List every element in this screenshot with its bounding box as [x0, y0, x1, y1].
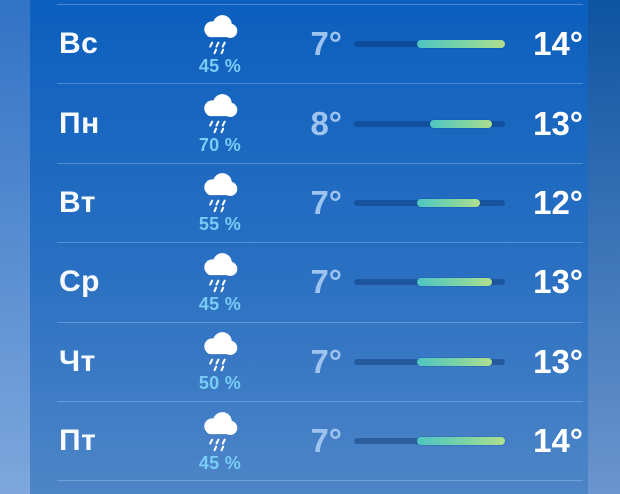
forecast-day-row[interactable]: Вт 55 % 7° [57, 162, 583, 242]
condition-cell: 50 % [150, 329, 290, 394]
background-left-strip [0, 0, 30, 494]
forecast-row-list: Вс 45 % 7° [30, 4, 588, 480]
temp-bar-fill [429, 119, 493, 128]
high-temperature: 13° [533, 342, 583, 380]
forecast-day-row[interactable]: Ср 45 % 7° [57, 242, 583, 321]
condition-cell: 45 % [150, 409, 290, 474]
temp-bar-track [354, 437, 505, 446]
low-temperature: 7° [310, 342, 342, 380]
row-divider [57, 480, 583, 482]
temp-bar-track [354, 40, 505, 49]
low-temperature: 8° [310, 104, 342, 142]
condition-cell: 55 % [150, 170, 290, 235]
high-temperature: 14° [533, 422, 583, 460]
temp-bar-cell [342, 119, 519, 128]
condition-cell: 45 % [150, 250, 290, 315]
background-right-strip [588, 0, 620, 494]
high-temperature: 13° [533, 263, 583, 301]
temp-bar-cell [342, 40, 519, 49]
low-temperature: 7° [310, 422, 342, 460]
high-temperature: 12° [533, 183, 583, 221]
forecast-day-row[interactable]: Чт 50 % 7° [57, 321, 583, 401]
precipitation-chance: 50 % [198, 373, 242, 394]
forecast-day-row[interactable]: Пт 45 % 7° [57, 400, 583, 480]
rain-cloud-icon [204, 173, 238, 213]
precipitation-chance: 55 % [198, 214, 242, 235]
high-temperature: 13° [533, 104, 583, 142]
temp-bar-fill [416, 40, 505, 49]
day-label: Ср [59, 265, 100, 299]
temp-bar-cell [342, 278, 519, 287]
condition-cell: 45 % [150, 12, 290, 77]
temp-bar-cell [342, 357, 519, 366]
precipitation-chance: 70 % [198, 135, 242, 156]
temp-bar-fill [416, 198, 480, 207]
precipitation-chance: 45 % [198, 293, 242, 314]
temp-bar-track [354, 278, 505, 287]
day-label: Пт [59, 424, 97, 458]
temp-bar-fill [416, 357, 493, 366]
temp-bar-cell [342, 198, 519, 207]
rain-cloud-icon [204, 94, 238, 134]
temp-bar-fill [416, 437, 505, 446]
low-temperature: 7° [310, 183, 342, 221]
rain-cloud-icon [204, 14, 238, 54]
rain-cloud-icon [204, 332, 238, 372]
temp-bar-track [354, 119, 505, 128]
day-label: Чт [59, 344, 96, 378]
precipitation-chance: 45 % [198, 55, 242, 76]
day-label: Вт [59, 185, 96, 219]
condition-cell: 70 % [150, 91, 290, 156]
low-temperature: 7° [310, 25, 342, 63]
day-label: Вс [59, 27, 99, 61]
day-label: Пн [59, 106, 100, 140]
daily-forecast-panel: Вс 45 % 7° [30, 0, 588, 494]
temp-bar-track [354, 198, 505, 207]
forecast-day-row[interactable]: Пн 70 % 8° [57, 83, 583, 162]
precipitation-chance: 45 % [198, 452, 242, 473]
temp-bar-cell [342, 437, 519, 446]
rain-cloud-icon [204, 411, 238, 451]
temp-bar-fill [416, 278, 493, 287]
temp-bar-track [354, 357, 505, 366]
low-temperature: 7° [310, 263, 342, 301]
forecast-day-row[interactable]: Вс 45 % 7° [57, 4, 583, 83]
rain-cloud-icon [204, 253, 238, 293]
high-temperature: 14° [533, 25, 583, 63]
